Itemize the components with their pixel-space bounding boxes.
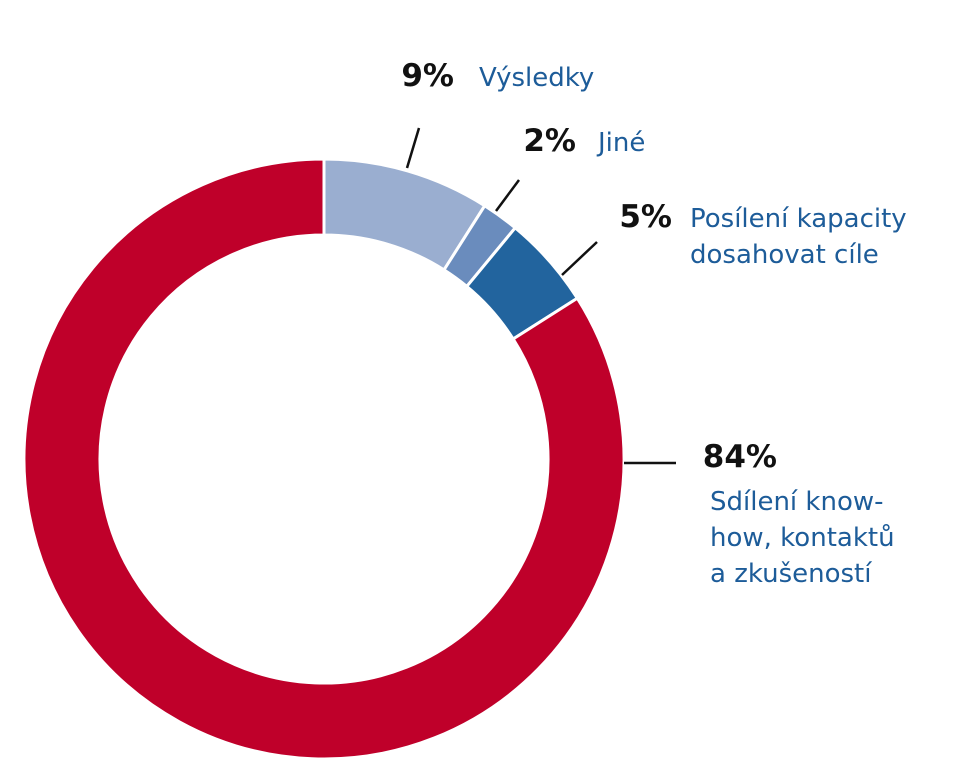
slice-category-label-2-line-0: Posílení kapacity [690, 204, 907, 234]
slice-category-label-0-line-0: Výsledky [479, 63, 594, 93]
slice-category-label-1-line-0: Jiné [596, 128, 645, 158]
slice-category-label-3-line-1: how, kontaktů [710, 523, 895, 553]
slice-category-label-2-line-1: dosahovat cíle [690, 240, 879, 270]
leader-lines [405, 127, 676, 465]
leader-line-0 [405, 127, 421, 169]
leader-line-1 [494, 179, 521, 212]
donut-slice-3 [22, 157, 626, 761]
leader-line-2 [561, 241, 598, 276]
donut-slices [22, 157, 626, 761]
slice-value-label-1: 2% [523, 123, 576, 159]
slice-labels: 9% Výsledky 2% Jiné 5% Posílení kapacity dosah… [401, 58, 906, 589]
slice-value-label-0: 9% [401, 58, 454, 94]
slice-category-label-3-line-2: a zkušeností [710, 559, 872, 589]
slice-value-label-3: 84% [703, 439, 777, 475]
slice-category-label-3-line-0: Sdílení know- [710, 487, 884, 517]
slice-value-label-2: 5% [619, 199, 672, 235]
